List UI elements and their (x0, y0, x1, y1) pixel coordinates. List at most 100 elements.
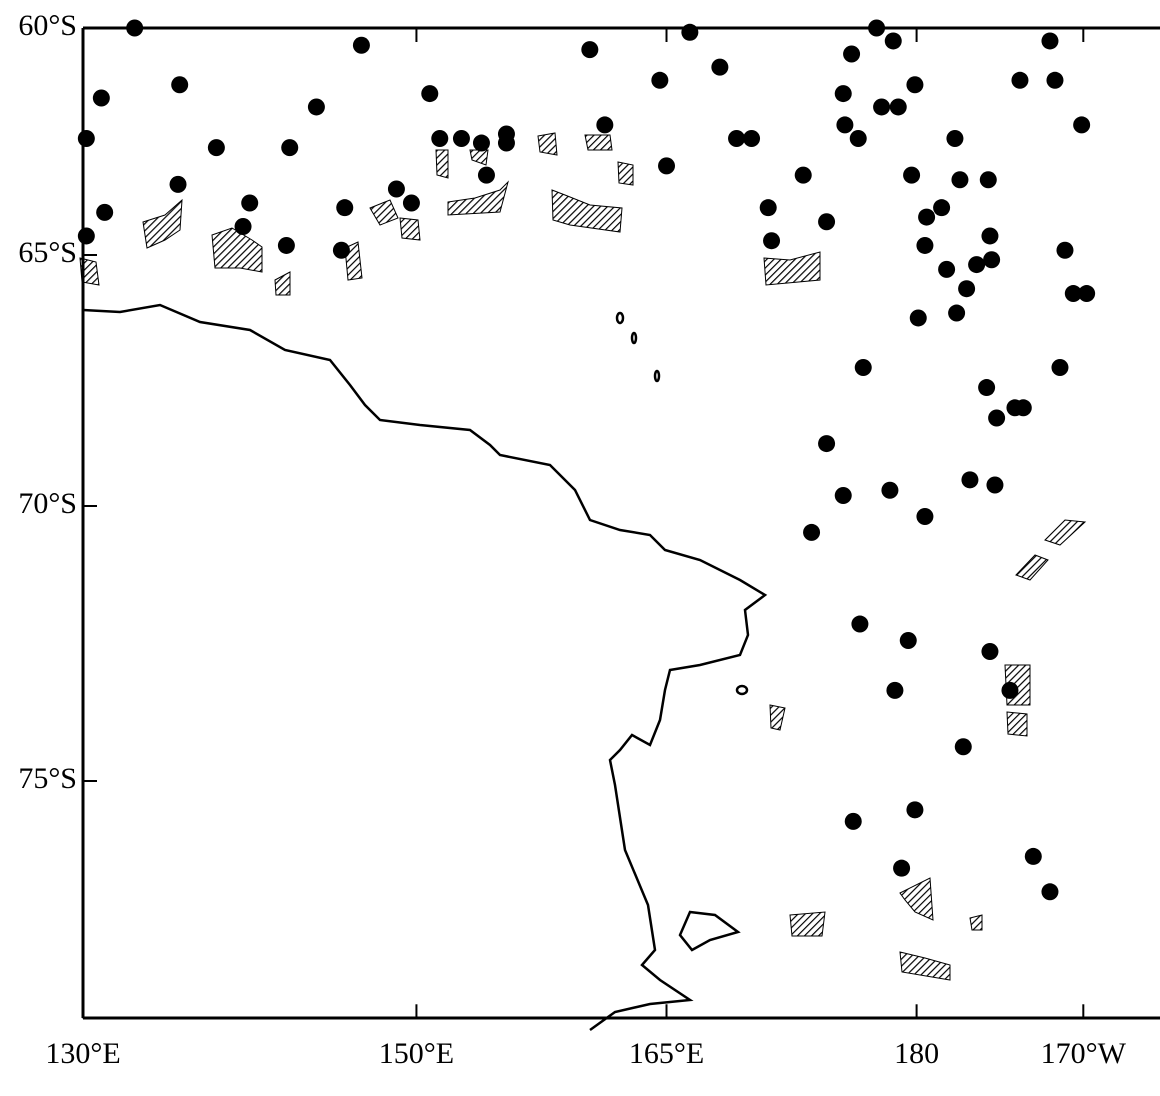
station-point (277, 236, 295, 254)
y-tick-label: 60°S (18, 9, 77, 42)
station-point (916, 236, 934, 254)
station-point (948, 304, 966, 322)
station-point (352, 36, 370, 54)
station-point (402, 194, 420, 212)
station-point (794, 166, 812, 184)
station-point (918, 208, 936, 226)
y-tick-label: 70°S (18, 487, 77, 520)
station-point (961, 471, 979, 489)
station-point (92, 89, 110, 107)
station-point (854, 358, 872, 376)
station-point (979, 171, 997, 189)
station-point (472, 134, 490, 152)
station-point (497, 134, 515, 152)
station-point (336, 199, 354, 217)
station-point (946, 130, 964, 147)
station-point (803, 523, 821, 541)
x-tick-label: 170°W (1041, 1037, 1127, 1070)
station-point (906, 76, 924, 94)
station-point (452, 130, 470, 147)
station-point (77, 130, 95, 147)
station-point (728, 130, 746, 147)
y-tick-label: 75°S (18, 762, 77, 795)
station-point (986, 476, 1004, 494)
station-point (903, 166, 921, 184)
station-point (916, 508, 934, 526)
station-point (868, 19, 886, 37)
station-point (477, 166, 495, 184)
station-point (241, 194, 259, 212)
station-point (307, 98, 325, 116)
station-point (596, 116, 614, 134)
station-point (763, 232, 781, 250)
station-point (681, 23, 699, 41)
station-point (1064, 285, 1082, 303)
station-point (851, 615, 869, 633)
station-point (96, 203, 114, 221)
station-point (886, 681, 904, 699)
station-point (849, 130, 867, 147)
station-point (711, 58, 729, 76)
x-tick-label: 150°E (379, 1037, 454, 1070)
station-point (171, 76, 189, 94)
station-point (126, 19, 144, 37)
y-tick-label: 65°S (18, 236, 77, 269)
station-point (978, 379, 996, 397)
station-point (893, 859, 911, 877)
station-point (1011, 71, 1029, 89)
station-point (332, 241, 350, 259)
station-point (743, 130, 761, 147)
station-point (77, 227, 95, 245)
station-point (234, 217, 252, 235)
station-point (983, 251, 1001, 269)
station-point (899, 632, 917, 649)
station-point (834, 486, 852, 504)
station-point (968, 256, 986, 274)
station-point (1001, 681, 1019, 699)
station-point (844, 812, 862, 830)
station-point (281, 139, 299, 157)
station-point (988, 409, 1006, 427)
station-point (909, 309, 927, 327)
station-point (843, 45, 861, 63)
frame (81, 26, 1160, 1020)
station-point (1078, 285, 1096, 303)
station-point (938, 260, 956, 278)
station-point (1046, 71, 1064, 89)
station-point (1051, 358, 1069, 376)
station-point (836, 116, 854, 134)
station-point (951, 171, 969, 189)
station-point (421, 85, 439, 103)
station-point (658, 157, 676, 175)
station-point (581, 41, 599, 59)
station-point (834, 85, 852, 103)
x-tick-label: 180 (894, 1037, 939, 1070)
station-point (906, 801, 924, 819)
station-point (818, 213, 836, 231)
station-point (1014, 399, 1032, 417)
station-point (1073, 116, 1091, 134)
station-point (958, 280, 976, 298)
station-point (933, 199, 951, 217)
station-point (431, 130, 449, 147)
station-point (981, 227, 999, 245)
station-point (954, 738, 972, 756)
station-point (759, 199, 777, 217)
station-point (387, 180, 405, 198)
station-point (873, 98, 891, 116)
station-point (884, 32, 902, 50)
station-point (651, 71, 669, 89)
station-point (1056, 241, 1074, 259)
coastline (82, 303, 768, 1032)
station-point (889, 98, 907, 116)
station-point (881, 481, 899, 499)
station-point (1041, 883, 1059, 901)
station-point (981, 643, 999, 661)
station-point (207, 139, 225, 157)
station-point (1024, 847, 1042, 865)
sea-ice-patches (79, 132, 1087, 981)
station-point (818, 435, 836, 453)
x-tick-label: 165°E (629, 1037, 704, 1070)
x-tick-label: 130°E (45, 1037, 120, 1070)
